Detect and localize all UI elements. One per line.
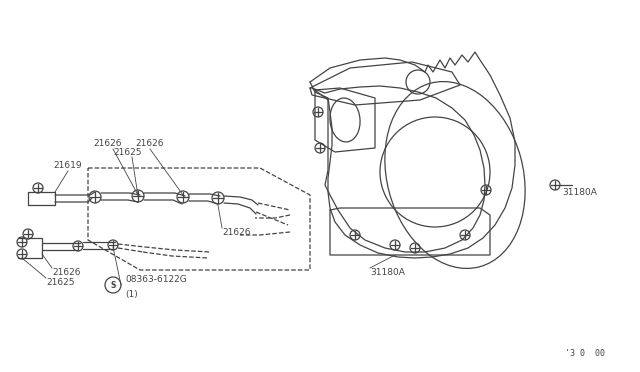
Text: 21626: 21626 [222, 228, 250, 237]
Text: 21625: 21625 [114, 148, 142, 157]
Text: '3 0  00: '3 0 00 [565, 349, 605, 358]
Text: 31180A: 31180A [370, 268, 405, 277]
Text: 21626: 21626 [93, 139, 122, 148]
Text: 08363-6122G: 08363-6122G [125, 276, 187, 285]
Text: 31180A: 31180A [562, 187, 597, 196]
Text: 21626: 21626 [136, 139, 164, 148]
Text: 21625: 21625 [46, 278, 74, 287]
Text: 21619: 21619 [54, 161, 83, 170]
Text: S: S [110, 280, 116, 289]
Text: 21626: 21626 [52, 268, 81, 277]
Text: (1): (1) [125, 290, 138, 299]
